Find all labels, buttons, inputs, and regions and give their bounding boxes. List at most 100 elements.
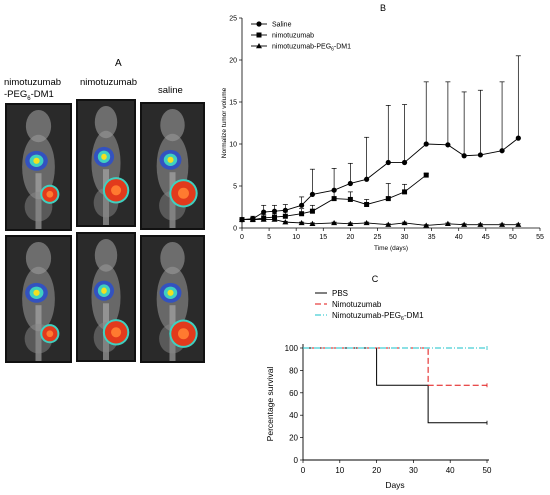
data-point: [298, 219, 305, 226]
panel-b-letter: B: [380, 3, 386, 13]
legend-item: Nimotuzumab-PEG6-DM1: [315, 311, 424, 322]
data-point: [282, 213, 288, 219]
pet-scan-image: [5, 103, 72, 231]
legend-label-main: Nimotuzumab-PEG: [332, 311, 401, 320]
pet-scan-image: [5, 235, 72, 363]
data-point: [402, 189, 408, 195]
data-point: [256, 21, 262, 27]
data-point: [364, 176, 370, 182]
legend-label: Nimotuzumab-PEG6-DM1: [332, 311, 424, 322]
x-tick-label: 10: [335, 466, 344, 475]
data-point: [347, 220, 354, 226]
y-tick-label: 80: [289, 366, 298, 375]
x-tick-label: 45: [482, 234, 490, 241]
data-point: [331, 187, 337, 193]
legend-item: nimotuzumab-PEG6-DM1: [251, 43, 351, 53]
data-point: [363, 219, 370, 226]
data-point: [423, 141, 429, 147]
legend-item: PBS: [315, 289, 348, 298]
data-point: [515, 135, 521, 141]
y-axis-title: Percentage survival: [265, 367, 275, 442]
legend-label-tail: -DM1: [334, 44, 351, 51]
y-axis-title: Normalize tumor volume: [221, 87, 228, 158]
y-tick-label: 20: [289, 434, 298, 443]
data-point: [271, 216, 278, 222]
legend-item: Nimotuzumab: [315, 300, 382, 309]
data-point: [385, 159, 391, 166]
legend-label: nimotuzumab-PEG6-DM1: [272, 44, 351, 53]
x-tick-label: 10: [292, 234, 300, 241]
survival-series: [303, 347, 488, 388]
x-tick-label: 40: [455, 234, 463, 241]
survival-series: [303, 347, 488, 425]
data-point: [249, 216, 256, 222]
panel-a-letter: A: [115, 58, 122, 69]
x-tick-label: 50: [483, 466, 492, 475]
x-tick-label: 25: [374, 234, 382, 241]
data-point: [423, 172, 429, 178]
pet-scan-image: [76, 99, 136, 227]
data-point: [461, 153, 467, 159]
data-point: [423, 222, 430, 228]
legend-label-main: nimotuzumab-PEG: [272, 44, 331, 51]
y-tick-label: 10: [229, 142, 237, 149]
column-label-saline: saline: [158, 85, 183, 96]
x-tick-label: 0: [301, 466, 306, 475]
data-point: [309, 191, 316, 197]
legend-label: Nimotuzumab: [332, 300, 382, 309]
column-label-nimotuzumab: nimotuzumab: [80, 77, 138, 88]
data-point: [309, 208, 315, 214]
data-point: [331, 196, 337, 202]
data-point: [347, 180, 353, 187]
legend-label-subscript: 6: [401, 316, 404, 322]
y-tick-label: 20: [229, 58, 237, 65]
x-tick-label: 30: [409, 466, 418, 475]
data-point: [282, 219, 289, 225]
pet-scan-image: [76, 232, 136, 362]
x-tick-label: 35: [428, 234, 436, 241]
data-point: [364, 201, 370, 207]
data-point: [309, 220, 316, 226]
column-label-line1: nimotuzumab: [4, 77, 62, 88]
survival-line: [303, 347, 487, 386]
pet-scan-image: [140, 235, 205, 363]
data-point: [239, 216, 245, 222]
panel-c-letter: C: [372, 274, 379, 284]
data-point: [444, 220, 451, 226]
series-circle: [239, 55, 521, 223]
data-point: [401, 159, 408, 166]
pet-scan-image: [140, 102, 205, 230]
y-tick-label: 5: [233, 184, 237, 191]
data-point: [477, 221, 484, 227]
legend-label-tail: -DM1: [404, 311, 424, 320]
data-point: [499, 148, 505, 154]
data-point: [385, 196, 391, 202]
survival-series: [303, 346, 488, 350]
x-axis-title: Time (days): [374, 245, 408, 252]
legend-label: nimotuzumab: [272, 33, 314, 40]
x-tick-label: 20: [346, 234, 354, 241]
series-triangle: [239, 216, 522, 228]
legend-label: Saline: [272, 22, 292, 29]
y-tick-label: 60: [289, 389, 298, 398]
column-label-subscript: 6: [27, 95, 31, 102]
x-tick-label: 20: [372, 466, 381, 475]
data-point: [261, 209, 267, 215]
y-tick-label: 40: [289, 411, 298, 420]
data-point: [477, 152, 483, 158]
x-tick-label: 5: [267, 234, 271, 241]
tumor-volume-chart: B 0 5 10 15 20 25 0 5 10 15 20 25 30 35 40 45 50 55 Time (d…: [221, 3, 544, 252]
data-point: [271, 208, 278, 214]
data-point: [347, 196, 353, 202]
column-label-tail: -DM1: [30, 89, 54, 100]
x-tick-label: 40: [446, 466, 455, 475]
data-point: [461, 221, 468, 227]
y-tick-label: 100: [285, 344, 299, 353]
column-label-peg-dm1: nimotuzumab -PEG6-DM1: [4, 77, 74, 105]
survival-chart: C 0 20 40 60 80 100 0 10 20 30 40 50 Days Percentage s…: [265, 274, 492, 490]
data-point: [256, 32, 262, 38]
series-line: [242, 219, 519, 226]
data-point: [401, 219, 408, 226]
x-tick-label: 55: [536, 234, 544, 241]
data-point: [299, 211, 305, 217]
